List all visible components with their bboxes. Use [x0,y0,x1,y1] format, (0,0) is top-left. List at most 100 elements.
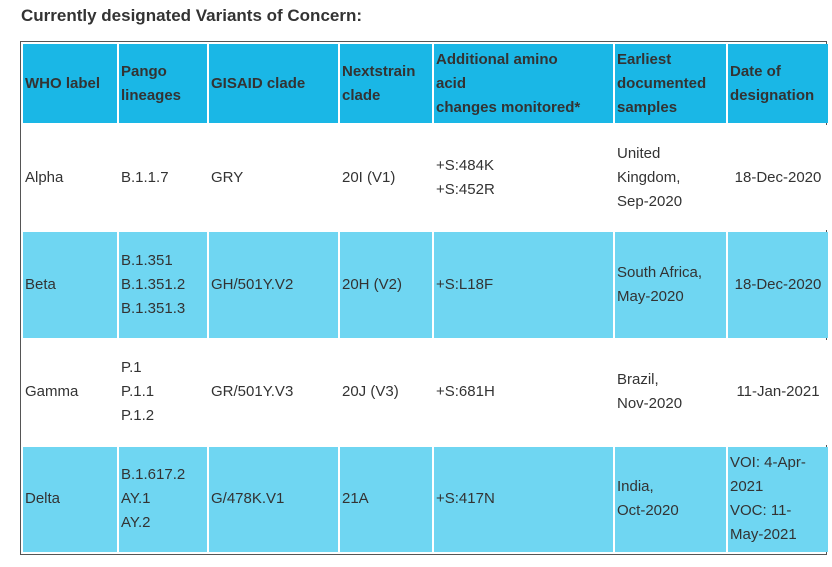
pango-lineages-cell: B.1.1.7 [119,125,207,231]
table-body: Alpha B.1.1.7 GRY 20I (V1) +S:484K +S:452R Uni… [23,125,828,552]
table-row: Beta B.1.351 B.1.351.2 B.1.351.3 GH/501Y.V2 2… [23,232,828,338]
column-header-earliest-samples: Earliest documented samples [615,44,726,123]
designation-date-cell: 11-Jan-2021 [728,339,828,445]
cell-line: United [617,144,661,162]
column-header-line: Nextstrain [342,62,416,80]
table-row: Alpha B.1.1.7 GRY 20I (V1) +S:484K +S:452R Uni… [23,125,828,231]
who-label-cell: Gamma [23,339,117,445]
cell-line: AY.2 [121,514,151,532]
cell-line: GR/501Y.V3 [211,383,294,401]
page-heading: Currently designated Variants of Concern… [21,6,363,25]
column-header-line: samples [617,98,678,116]
cell-line: G/478K.V1 [211,490,285,508]
who-label-cell: Alpha [23,125,117,231]
cell-line: GH/501Y.V2 [211,275,294,293]
nextstrain-clade-cell: 20J (V3) [340,339,432,445]
variants-table-container: WHO label Pango lineages GISAID clade Nextst… [20,41,830,555]
pango-lineages-cell: P.1 P.1.1 P.1.2 [119,339,207,445]
cell-line: South Africa, [617,263,703,281]
designation-date-cell: 18-Dec-2020 [728,232,828,338]
cell-line: +S:484K [436,156,494,174]
earliest-samples-cell: Brazil, Nov-2020 [615,339,726,445]
column-header-line: documented [617,74,707,92]
column-header-line: Earliest [617,50,672,68]
cell-line: India, [617,478,654,496]
variants-of-concern-table: WHO label Pango lineages GISAID clade Nextst… [21,42,830,554]
cell-line: Brazil, [617,371,659,389]
amino-acid-changes-cell: +S:484K +S:452R [434,125,613,231]
table-header-row: WHO label Pango lineages GISAID clade Nextst… [23,44,828,123]
cell-line: 18-Dec-2020 [734,168,822,186]
who-label-cell: Delta [23,446,117,552]
cell-line: 20I (V1) [342,168,396,186]
column-header-date-of-designation: Date of designation [728,44,828,123]
cell-line: P.1 [121,359,142,377]
cell-line: Alpha [25,168,64,186]
pango-lineages-cell: B.1.617.2 AY.1 AY.2 [119,446,207,552]
gisaid-clade-cell: GRY [209,125,338,231]
cell-line: 21A [342,490,369,508]
column-header-line: Additional amino [436,50,558,68]
cell-line: +S:452R [436,180,495,198]
nextstrain-clade-cell: 20I (V1) [340,125,432,231]
cell-line: B.1.351 [121,251,173,269]
cell-line: +S:417N [436,490,495,508]
column-header-pango-lineages: Pango lineages [119,44,207,123]
column-header-additional-changes: Additional amino acid changes monitored* [434,44,613,123]
column-header-line: lineages [121,86,182,104]
cell-line: AY.1 [121,490,151,508]
cell-line: Sep-2020 [617,192,683,210]
cell-line: B.1.351.3 [121,299,186,317]
column-header-line: Pango [121,62,167,80]
gisaid-clade-cell: G/478K.V1 [209,446,338,552]
cell-line: 20H (V2) [342,275,403,293]
cell-line: 18-Dec-2020 [734,275,822,293]
nextstrain-clade-cell: 20H (V2) [340,232,432,338]
cell-line: B.1.617.2 [121,466,186,484]
cell-line: Delta [25,490,61,508]
earliest-samples-cell: United Kingdom, Sep-2020 [615,125,726,231]
column-header-line: acid [436,74,467,92]
amino-acid-changes-cell: +S:L18F [434,232,613,338]
cell-line: Nov-2020 [617,395,683,413]
nextstrain-clade-cell: 21A [340,446,432,552]
column-header-line: designation [730,86,815,104]
earliest-samples-cell: India, Oct-2020 [615,446,726,552]
column-header-nextstrain-clade: Nextstrain clade [340,44,432,123]
earliest-samples-cell: South Africa, May-2020 [615,232,726,338]
cell-line: Gamma [25,383,79,401]
designation-date-cell: VOI: 4-Apr- 2021 VOC: 11- May-2021 [728,446,828,552]
column-header-line: Date of [730,62,781,80]
cell-line: B.1.1.7 [121,168,169,186]
cell-line: B.1.351.2 [121,275,186,293]
column-header-who-label: WHO label [23,44,117,123]
column-header-line: WHO label [25,74,101,92]
table-row: Gamma P.1 P.1.1 P.1.2 GR/501Y.V3 20J (V3) +S:6… [23,339,828,445]
cell-line: P.1.1 [121,383,155,401]
column-header-line: GISAID clade [211,74,306,92]
pango-lineages-cell: B.1.351 B.1.351.2 B.1.351.3 [119,232,207,338]
cell-line: May-2020 [617,287,684,305]
cell-line: +S:681H [436,383,495,401]
cell-line: 20J (V3) [342,383,399,401]
amino-acid-changes-cell: +S:681H [434,339,613,445]
gisaid-clade-cell: GH/501Y.V2 [209,232,338,338]
who-label-cell: Beta [23,232,117,338]
table-row: Delta B.1.617.2 AY.1 AY.2 G/478K.V1 21A +S:417… [23,446,828,552]
column-header-line: clade [342,86,381,104]
cell-line: VOC: 11- [730,502,792,520]
cell-line: 2021 [730,478,764,496]
cell-line: P.1.2 [121,407,155,425]
cell-line: 11-Jan-2021 [736,383,820,401]
cell-line: GRY [211,168,244,186]
column-header-line: changes monitored* [436,98,581,116]
cell-line: +S:L18F [436,275,494,293]
gisaid-clade-cell: GR/501Y.V3 [209,339,338,445]
cell-line: May-2021 [730,526,797,544]
cell-line: Oct-2020 [617,502,679,520]
designation-date-cell: 18-Dec-2020 [728,125,828,231]
cell-line: Kingdom, [617,168,681,186]
amino-acid-changes-cell: +S:417N [434,446,613,552]
cell-line: Beta [25,275,56,293]
cell-line: VOI: 4-Apr- [730,454,806,472]
